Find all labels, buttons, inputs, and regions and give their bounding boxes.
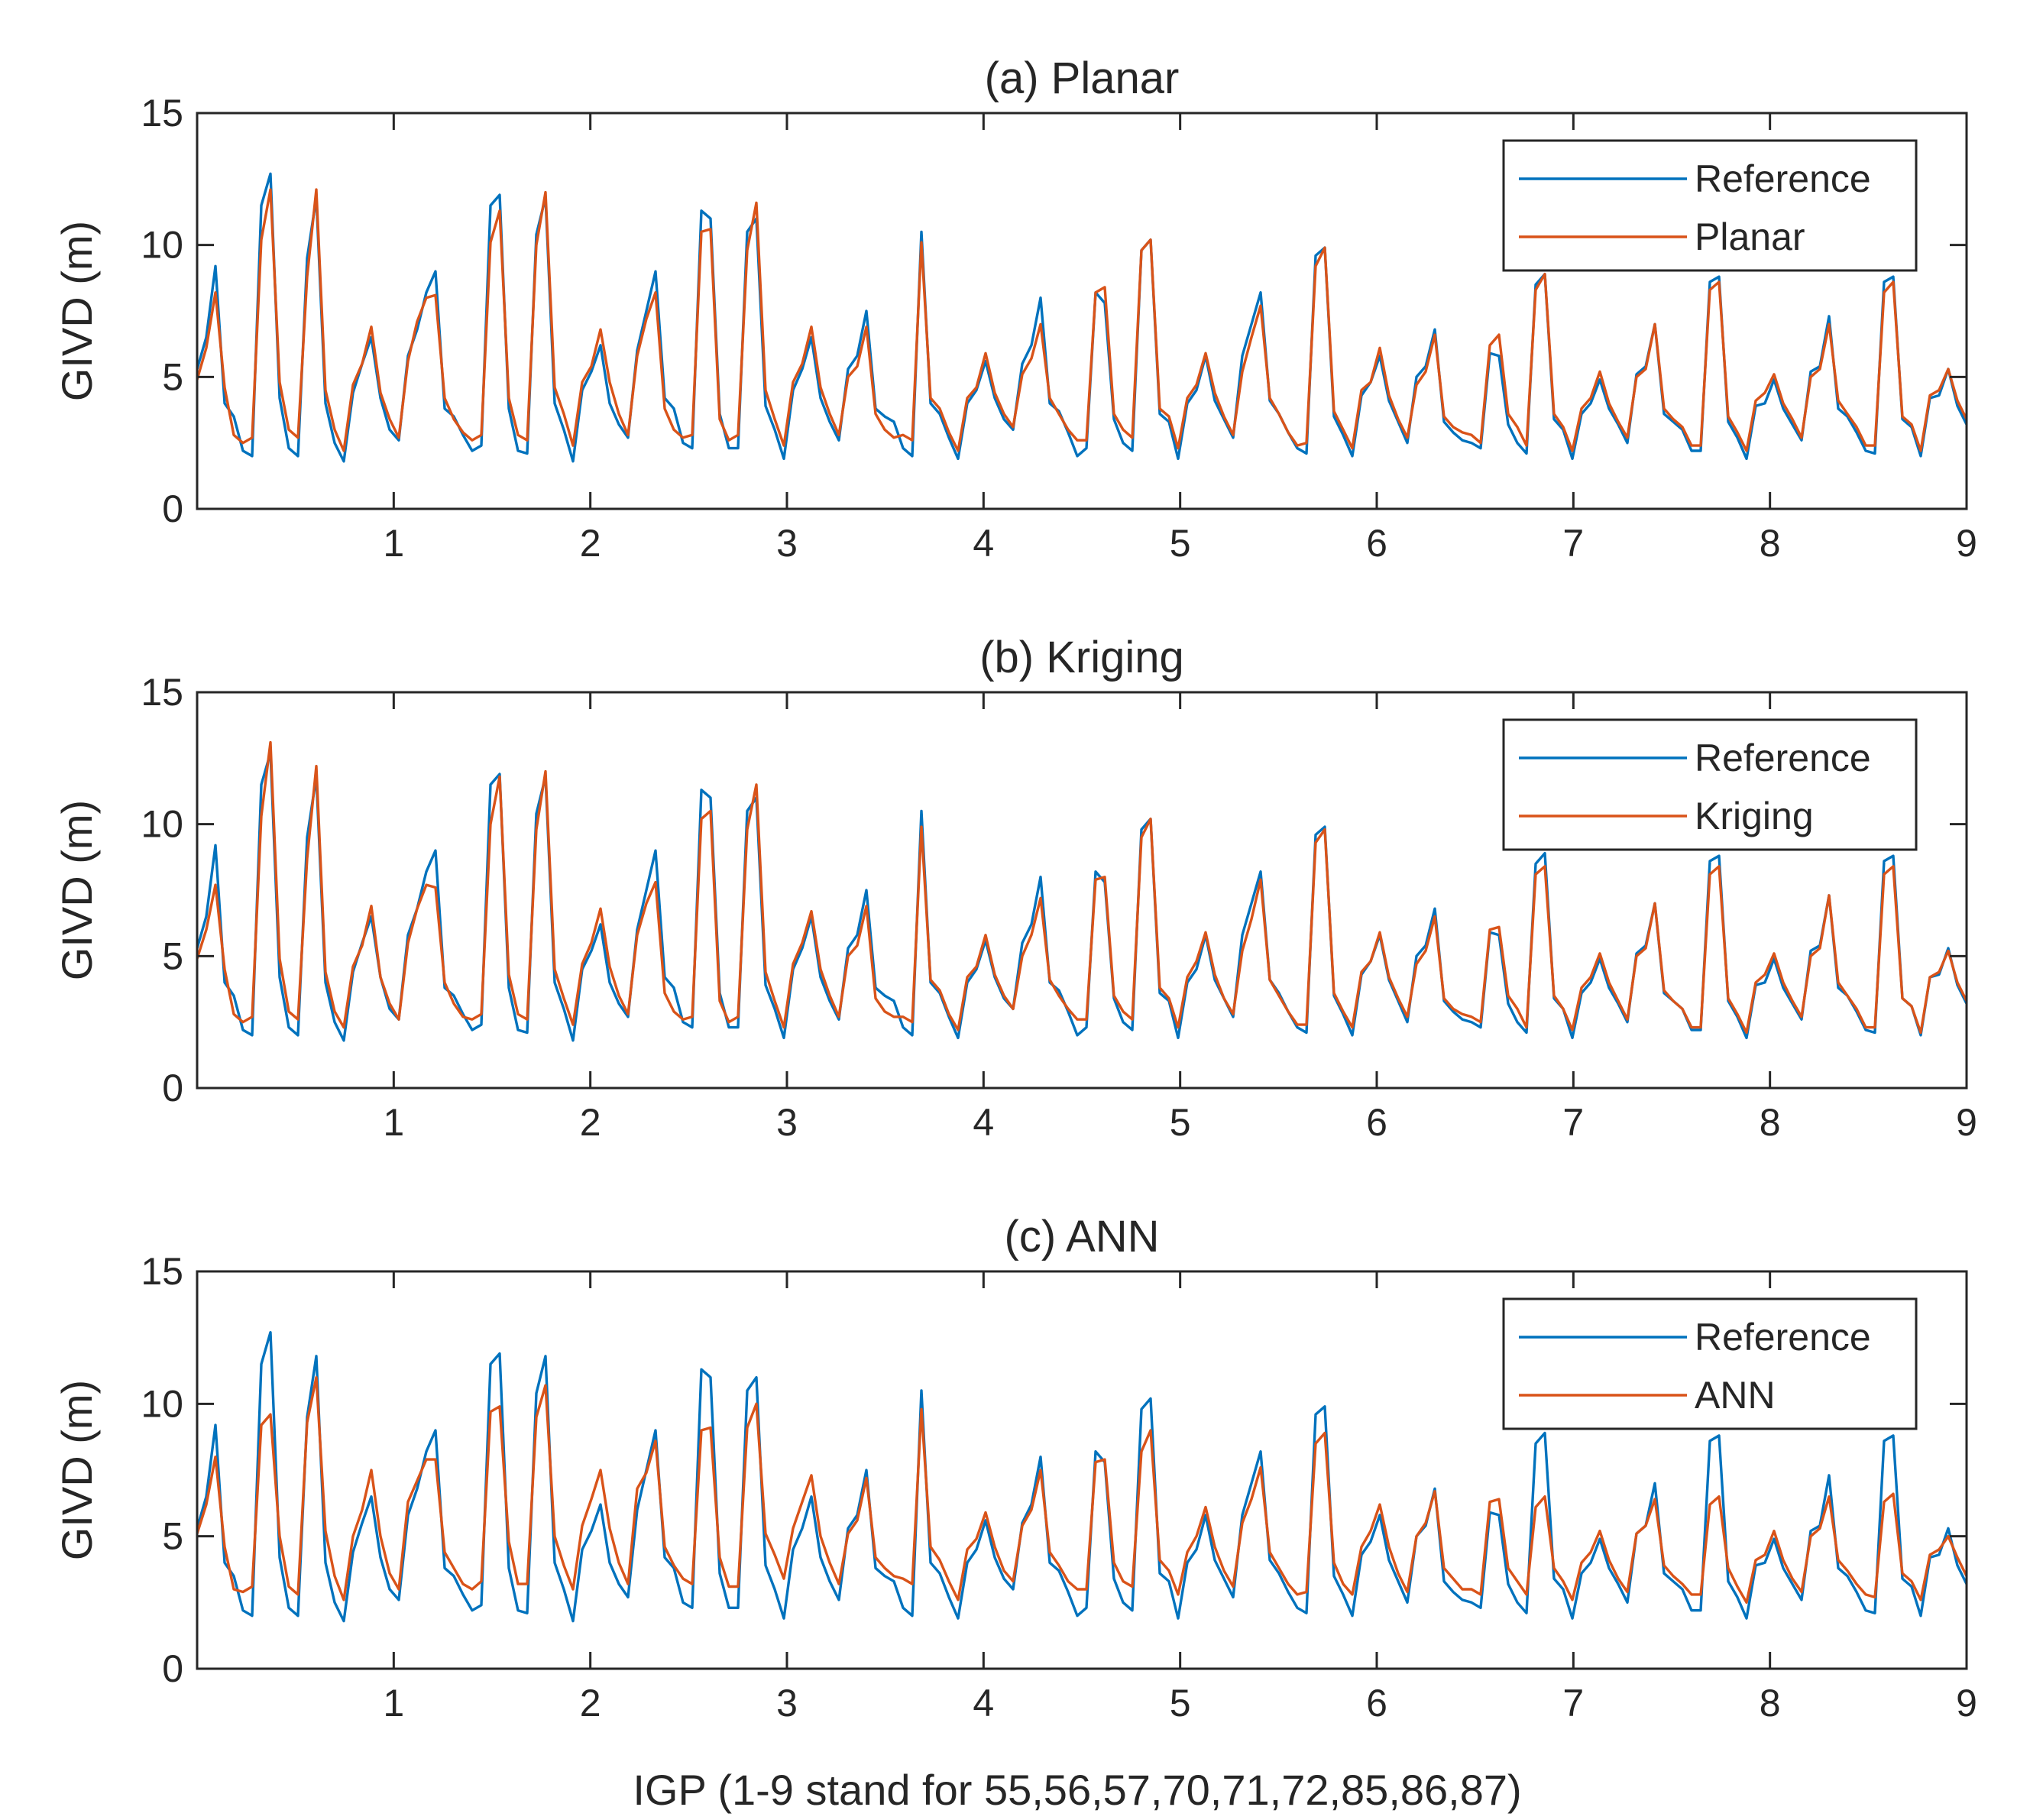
axes-box: [196, 112, 1968, 510]
plot-area: [197, 1330, 1967, 1623]
panel-planar: (a) Planar 1 2 3 4 5 6 7 8 9 0 5 10 15 GIVD (m) Referen…: [53, 53, 1977, 565]
x-tick-label: 4: [973, 1682, 994, 1724]
series-line-ann: [197, 1375, 1967, 1605]
panel-kriging: (b) Kriging 1 2 3 4 5 6 7 8 9 0 5 10 15 GIVD (m) Refere…: [53, 633, 1977, 1144]
y-tick-label: 0: [162, 487, 183, 530]
legend-box: [1502, 718, 1918, 851]
panel-ann: (c) ANN 1 2 3 4 5 6 7 8 9 0 5 10 15 GIVD (m) Reference A…: [53, 1212, 1977, 1724]
x-tick-label: 1: [383, 522, 404, 565]
x-tick-label: 7: [1562, 1101, 1584, 1144]
y-tick-label: 5: [162, 934, 183, 977]
plot-area: [197, 740, 1967, 1042]
chart-title: (c) ANN: [1005, 1212, 1160, 1261]
x-tick-label: 7: [1562, 522, 1584, 565]
x-tick-label: 2: [580, 1101, 601, 1144]
y-tick-label: 5: [162, 1515, 183, 1558]
legend-box: [1502, 139, 1918, 272]
x-tick-label: 3: [776, 1682, 798, 1724]
legend-label-reference: Reference: [1695, 1316, 1871, 1359]
x-tick-label: 1: [383, 1682, 404, 1724]
legend-label-reference: Reference: [1695, 157, 1871, 200]
x-tick-label: 8: [1760, 1682, 1781, 1724]
series-line-reference: [197, 172, 1967, 463]
y-tick-label: 10: [141, 803, 183, 846]
y-tick-label: 0: [162, 1067, 183, 1109]
y-tick-label: 15: [141, 1250, 183, 1293]
series-line-kriging: [197, 740, 1967, 1035]
x-tick-label: 5: [1170, 1682, 1191, 1724]
x-tick-label: 4: [973, 1101, 994, 1144]
x-tick-label: 8: [1760, 1101, 1781, 1144]
legend: Reference Planar: [1502, 139, 1918, 272]
x-axis-label: IGP (1-9 stand for 55,56,57,70,71,72,85,…: [633, 1766, 1521, 1814]
x-tick-label: 9: [1956, 522, 1977, 565]
y-tick-label: 15: [141, 671, 183, 714]
x-tick-label: 9: [1956, 1101, 1977, 1144]
legend-label-kriging: Kriging: [1695, 795, 1814, 837]
plot-area: [197, 172, 1967, 463]
chart-title: (b) Kriging: [979, 633, 1184, 682]
y-tick-label: 15: [141, 92, 183, 134]
y-tick-label: 0: [162, 1647, 183, 1690]
legend: Reference ANN: [1502, 1297, 1918, 1430]
x-tick-label: 1: [383, 1101, 404, 1144]
x-tick-label: 4: [973, 522, 994, 565]
y-axis-label: GIVD (m): [53, 1380, 101, 1560]
legend-label-planar: Planar: [1695, 215, 1805, 258]
series-line-planar: [197, 188, 1967, 452]
x-tick-label: 9: [1956, 1682, 1977, 1724]
x-tick-label: 5: [1170, 1101, 1191, 1144]
x-tick-label: 6: [1366, 1101, 1387, 1144]
y-axis-label: GIVD (m): [53, 221, 101, 401]
x-tick-label: 7: [1562, 1682, 1584, 1724]
x-tick-label: 3: [776, 1101, 798, 1144]
x-tick-label: 6: [1366, 1682, 1387, 1724]
y-tick-label: 10: [141, 1382, 183, 1425]
legend: Reference Kriging: [1502, 718, 1918, 851]
y-tick-label: 5: [162, 355, 183, 398]
y-tick-label: 10: [141, 224, 183, 267]
axes-box: [196, 1270, 1968, 1670]
x-tick-label: 3: [776, 522, 798, 565]
x-tick-label: 2: [580, 1682, 601, 1724]
y-axis-label: GIVD (m): [53, 800, 101, 980]
legend-box: [1502, 1297, 1918, 1430]
x-tick-label: 6: [1366, 522, 1387, 565]
axes-box: [196, 691, 1968, 1090]
x-tick-label: 8: [1760, 522, 1781, 565]
x-tick-label: 5: [1170, 522, 1191, 565]
legend-label-reference: Reference: [1695, 737, 1871, 779]
series-line-reference: [197, 1330, 1967, 1623]
x-tick-label: 2: [580, 522, 601, 565]
chart-title: (a) Planar: [985, 53, 1180, 103]
legend-label-ann: ANN: [1695, 1374, 1776, 1417]
